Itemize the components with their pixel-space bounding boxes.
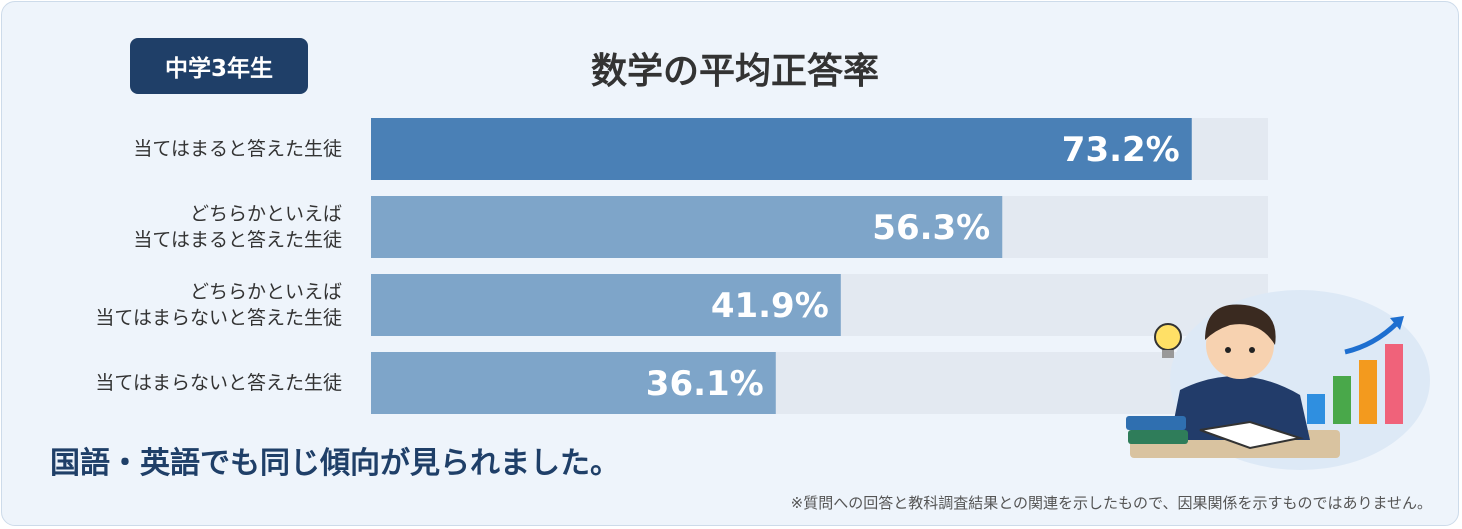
- category-label: どちらかといえば 当てはまると答えた生徒: [133, 203, 342, 251]
- bar: [371, 274, 841, 336]
- value-label: 36.1%: [646, 364, 764, 404]
- message: 国語・英語でも同じ傾向が見られました。: [50, 446, 620, 481]
- bar: [371, 352, 776, 414]
- illustration: [1126, 290, 1430, 470]
- bar: [371, 118, 1192, 180]
- value-label: 73.2%: [1062, 130, 1180, 170]
- value-label: 56.3%: [872, 208, 990, 248]
- bar: [371, 196, 1003, 258]
- category-label: どちらかといえば 当てはまらないと答えた生徒: [95, 281, 342, 329]
- value-label: 41.9%: [711, 286, 829, 326]
- category-label: 当てはまると答えた生徒: [133, 138, 342, 160]
- chart-title: 数学の平均正答率: [590, 51, 879, 92]
- note: ※質問への回答と教科調査結果との関連を示したもので、因果関係を示すものではありま…: [790, 494, 1432, 512]
- badge: 中学3年生: [130, 38, 308, 94]
- category-label: 当てはまらないと答えた生徒: [95, 372, 342, 394]
